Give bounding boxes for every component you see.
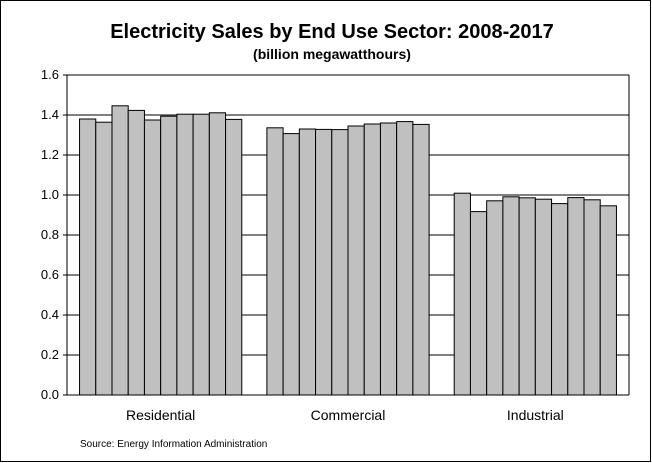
bar xyxy=(282,133,300,396)
y-tick-label: 0.6 xyxy=(41,267,59,282)
bar xyxy=(412,123,430,396)
bar xyxy=(453,192,471,396)
bar xyxy=(225,118,243,396)
bar xyxy=(266,127,284,396)
bar xyxy=(347,125,365,396)
bar xyxy=(298,128,317,396)
bar xyxy=(363,123,381,396)
chart-title: Electricity Sales by End Use Sector: 200… xyxy=(110,21,554,43)
bar xyxy=(315,128,333,396)
y-tick-label: 1.6 xyxy=(41,67,59,82)
bar xyxy=(208,112,227,396)
bar xyxy=(143,119,162,396)
x-category-label: Commercial xyxy=(311,407,386,423)
bar xyxy=(534,198,553,396)
y-tick-label: 1.0 xyxy=(41,187,59,202)
x-axis-categories: Residential Commercial Industrial xyxy=(126,407,564,423)
bar xyxy=(176,113,194,396)
bar xyxy=(502,196,520,396)
bar xyxy=(518,197,536,396)
y-axis-ticks: 0.0 0.2 0.4 0.6 0.8 1.0 1.2 1.4 1.6 xyxy=(41,67,67,402)
y-tick-label: 0.2 xyxy=(41,347,59,362)
bar xyxy=(95,121,113,396)
bar xyxy=(567,197,585,396)
y-tick-label: 1.2 xyxy=(41,147,59,162)
x-category-label: Residential xyxy=(126,407,195,423)
bar xyxy=(396,121,414,396)
bar xyxy=(551,203,569,396)
bar xyxy=(599,205,617,396)
bar xyxy=(469,211,488,396)
y-tick-label: 0.0 xyxy=(41,387,59,402)
bar xyxy=(583,199,601,396)
bar xyxy=(79,118,97,396)
x-category-label: Industrial xyxy=(507,407,564,423)
bar xyxy=(160,115,178,396)
bar xyxy=(192,113,210,396)
bar xyxy=(127,109,145,396)
bar xyxy=(111,105,129,396)
bar xyxy=(379,122,398,396)
bar xyxy=(486,200,504,396)
source-note: Source: Energy Information Administratio… xyxy=(80,439,267,450)
y-tick-label: 1.4 xyxy=(41,107,59,122)
chart-subtitle: (billion megawatthours) xyxy=(253,46,411,62)
bars xyxy=(79,105,617,396)
y-tick-label: 0.8 xyxy=(41,227,59,242)
y-tick-label: 0.4 xyxy=(41,307,59,322)
bar xyxy=(331,129,349,396)
